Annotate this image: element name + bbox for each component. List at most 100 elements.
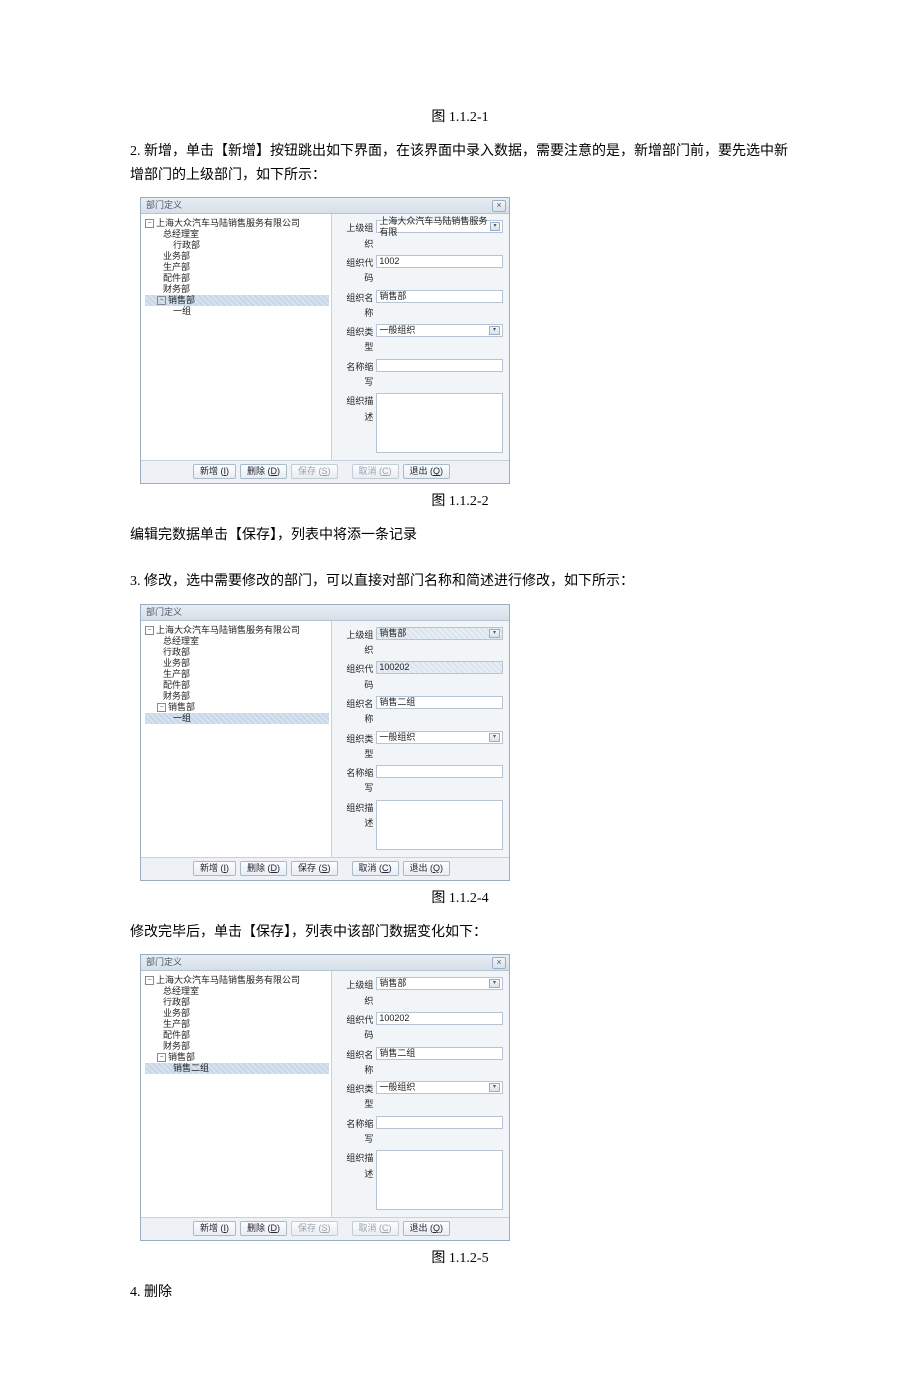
- tree-root[interactable]: −上海大众汽车马陆销售服务有限公司: [145, 975, 329, 986]
- textarea-desc[interactable]: [376, 800, 503, 850]
- collapse-icon[interactable]: −: [145, 219, 154, 228]
- tree-pane: −上海大众汽车马陆销售服务有限公司 总经理室 行政部 业务部 生产部 配件部 财…: [141, 621, 332, 857]
- input-abbr[interactable]: [376, 765, 503, 778]
- delete-button[interactable]: 删除 (D): [240, 1221, 287, 1236]
- input-code[interactable]: 100202: [376, 661, 503, 674]
- paragraph-4: 4. 删除: [130, 1281, 790, 1305]
- input-name[interactable]: 销售部: [376, 290, 503, 303]
- tree-item[interactable]: −销售部: [145, 702, 329, 713]
- tree-item[interactable]: 业务部: [145, 251, 329, 262]
- tree-item[interactable]: 行政部: [145, 240, 329, 251]
- figure-caption-1: 图 1.1.2-1: [130, 106, 790, 130]
- label-desc: 组织描述: [338, 800, 376, 832]
- cancel-button[interactable]: 取消 (C): [352, 1221, 399, 1236]
- input-type[interactable]: 一般组织▾: [376, 731, 503, 744]
- collapse-icon[interactable]: −: [157, 1053, 166, 1062]
- exit-button[interactable]: 退出 (Q): [403, 861, 451, 876]
- exit-button[interactable]: 退出 (Q): [403, 464, 451, 479]
- tree-item[interactable]: 配件部: [145, 680, 329, 691]
- input-parent[interactable]: 销售部▾: [376, 977, 503, 990]
- tree-item[interactable]: 业务部: [145, 658, 329, 669]
- input-parent[interactable]: 销售部▾: [376, 627, 503, 640]
- input-code[interactable]: 1002: [376, 255, 503, 268]
- dropdown-icon[interactable]: ▾: [489, 1083, 500, 1092]
- tree-item[interactable]: 一组: [145, 306, 329, 317]
- tree-item-selected[interactable]: 销售二组: [145, 1063, 329, 1074]
- add-button[interactable]: 新增 (I): [193, 464, 236, 479]
- titlebar-title: 部门定义: [146, 198, 182, 213]
- close-button[interactable]: ×: [492, 957, 506, 969]
- figure-caption-5: 图 1.1.2-5: [130, 1247, 790, 1271]
- collapse-icon[interactable]: −: [157, 296, 166, 305]
- tree-item[interactable]: 生产部: [145, 669, 329, 680]
- input-type[interactable]: 一般组织▾: [376, 1081, 503, 1094]
- label-name: 组织名称: [338, 290, 376, 322]
- dropdown-icon[interactable]: ▾: [489, 733, 500, 742]
- delete-button[interactable]: 删除 (D): [240, 861, 287, 876]
- tree-item[interactable]: 总经理室: [145, 986, 329, 997]
- tree-item-selected[interactable]: −销售部: [145, 295, 329, 306]
- input-abbr[interactable]: [376, 359, 503, 372]
- tree-item[interactable]: 生产部: [145, 1019, 329, 1030]
- tree-item[interactable]: 配件部: [145, 1030, 329, 1041]
- save-button[interactable]: 保存 (S): [291, 1221, 338, 1236]
- paragraph-3: 3. 修改，选中需要修改的部门，可以直接对部门名称和简述进行修改，如下所示：: [130, 570, 790, 594]
- tree-item[interactable]: 总经理室: [145, 636, 329, 647]
- button-bar: 新增 (I) 删除 (D) 保存 (S) 取消 (C) 退出 (Q): [141, 1217, 509, 1240]
- paragraph-after-4: 修改完毕后，单击【保存】，列表中该部门数据变化如下：: [130, 921, 790, 945]
- exit-button[interactable]: 退出 (Q): [403, 1221, 451, 1236]
- dropdown-icon[interactable]: ▾: [489, 326, 500, 335]
- dept-dialog-2: 部门定义 −上海大众汽车马陆销售服务有限公司 总经理室 行政部 业务部 生产部 …: [140, 604, 510, 881]
- tree-item[interactable]: 财务部: [145, 284, 329, 295]
- collapse-icon[interactable]: −: [157, 703, 166, 712]
- label-abbr: 名称缩写: [338, 359, 376, 391]
- delete-button[interactable]: 删除 (D): [240, 464, 287, 479]
- label-code: 组织代码: [338, 255, 376, 287]
- tree-item[interactable]: 业务部: [145, 1008, 329, 1019]
- titlebar: 部门定义 ×: [141, 955, 509, 971]
- tree-item[interactable]: 生产部: [145, 262, 329, 273]
- titlebar: 部门定义 ×: [141, 198, 509, 214]
- dept-dialog-3: 部门定义 × −上海大众汽车马陆销售服务有限公司 总经理室 行政部 业务部 生产…: [140, 954, 510, 1241]
- add-button[interactable]: 新增 (I): [193, 1221, 236, 1236]
- tree-item[interactable]: −销售部: [145, 1052, 329, 1063]
- tree-item[interactable]: 行政部: [145, 647, 329, 658]
- collapse-icon[interactable]: −: [145, 626, 154, 635]
- cancel-button[interactable]: 取消 (C): [352, 464, 399, 479]
- close-button[interactable]: ×: [492, 200, 506, 212]
- cancel-button[interactable]: 取消 (C): [352, 861, 399, 876]
- label-type: 组织类型: [338, 731, 376, 763]
- tree-item-selected[interactable]: 一组: [145, 713, 329, 724]
- button-bar: 新增 (I) 删除 (D) 保存 (S) 取消 (C) 退出 (Q): [141, 857, 509, 880]
- tree-pane: −上海大众汽车马陆销售服务有限公司 总经理室 行政部 业务部 生产部 配件部 财…: [141, 971, 332, 1217]
- dropdown-icon[interactable]: ▾: [489, 629, 500, 638]
- tree-item[interactable]: 行政部: [145, 997, 329, 1008]
- add-button[interactable]: 新增 (I): [193, 861, 236, 876]
- dropdown-icon[interactable]: ▾: [490, 222, 500, 231]
- input-type[interactable]: 一般组织▾: [376, 324, 503, 337]
- form-pane: 上级组织销售部▾ 组织代码100202 组织名称销售二组 组织类型一般组织▾ 名…: [332, 971, 509, 1217]
- textarea-desc[interactable]: [376, 1150, 503, 1210]
- save-button[interactable]: 保存 (S): [291, 861, 338, 876]
- save-button[interactable]: 保存 (S): [291, 464, 338, 479]
- input-name[interactable]: 销售二组: [376, 696, 503, 709]
- label-code: 组织代码: [338, 1012, 376, 1044]
- dropdown-icon[interactable]: ▾: [489, 979, 500, 988]
- label-type: 组织类型: [338, 1081, 376, 1113]
- label-name: 组织名称: [338, 696, 376, 728]
- tree-root[interactable]: −上海大众汽车马陆销售服务有限公司: [145, 218, 329, 229]
- tree-item[interactable]: 财务部: [145, 1041, 329, 1052]
- input-abbr[interactable]: [376, 1116, 503, 1129]
- tree-item[interactable]: 总经理室: [145, 229, 329, 240]
- input-name[interactable]: 销售二组: [376, 1047, 503, 1060]
- input-code[interactable]: 100202: [376, 1012, 503, 1025]
- label-desc: 组织描述: [338, 1150, 376, 1182]
- tree-root[interactable]: −上海大众汽车马陆销售服务有限公司: [145, 625, 329, 636]
- textarea-desc[interactable]: [376, 393, 503, 453]
- input-parent[interactable]: 上海大众汽车马陆销售服务有限▾: [376, 220, 503, 233]
- tree-item[interactable]: 财务部: [145, 691, 329, 702]
- label-parent: 上级组织: [338, 977, 376, 1009]
- tree-item[interactable]: 配件部: [145, 273, 329, 284]
- collapse-icon[interactable]: −: [145, 976, 154, 985]
- label-desc: 组织描述: [338, 393, 376, 425]
